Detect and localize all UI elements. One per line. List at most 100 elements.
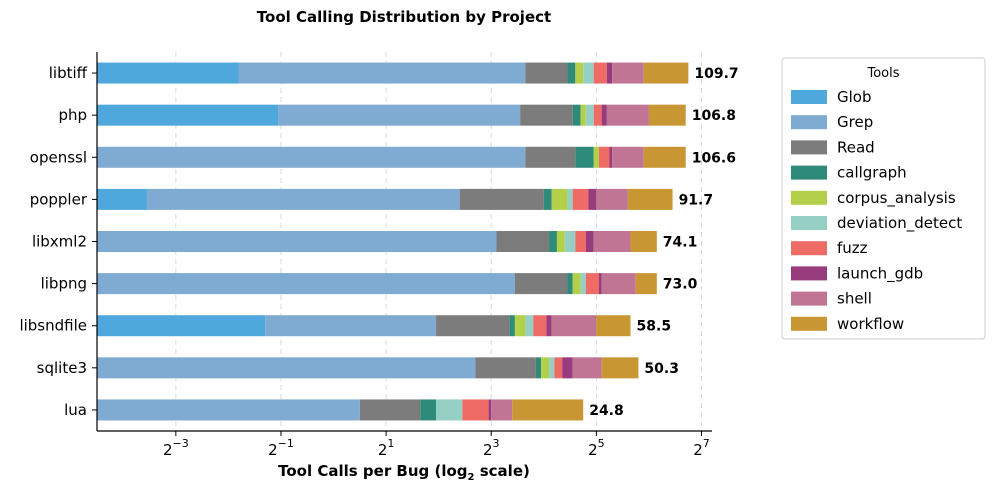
bar-segment-openssl-launch_gdb [609, 146, 613, 168]
legend-label: deviation_detect [837, 214, 962, 233]
bar-segment-libsndfile-Glob [97, 315, 266, 337]
legend-swatch [791, 266, 827, 281]
x-tick-label: 2−3 [163, 437, 189, 459]
legend-swatch [791, 165, 827, 180]
bar-segment-libxml2-workflow [630, 231, 657, 252]
bar-segment-libsndfile-deviation_detect [525, 315, 534, 337]
legend-frame [781, 57, 986, 340]
total-label-poppler: 91.7 [679, 192, 714, 208]
legend-item-callgraph: callgraph [791, 164, 907, 182]
bar-segment-libsndfile-Grep [265, 315, 437, 337]
y-tick-label-lua: lua [64, 401, 87, 419]
bar-segment-libsndfile-shell [551, 315, 597, 337]
legend-swatch [791, 291, 827, 306]
legend-label: workflow [837, 315, 904, 333]
bar-stack-libtiff [97, 62, 689, 84]
legend-item-launch_gdb: launch_gdb [791, 264, 923, 283]
bar-segment-libtiff-Glob [97, 62, 239, 84]
bar-segment-php-Read [520, 104, 573, 126]
bar-segment-libtiff-shell [612, 62, 644, 84]
bar-segment-libsndfile-Read [436, 315, 510, 337]
bar-stack-poppler [97, 188, 673, 210]
bar-segment-lua-fuzz [462, 399, 489, 421]
bar-segment-libpng-workflow [635, 273, 657, 295]
total-label-libpng: 73.0 [663, 277, 698, 293]
y-tick-label-libsndfile: libsndfile [19, 317, 87, 335]
bar-segment-poppler-workflow [627, 188, 673, 210]
total-label-libsndfile: 58.5 [637, 319, 672, 335]
bar-segment-libxml2-launch_gdb [585, 231, 594, 252]
bar-segment-libtiff-corpus_analysis [575, 62, 584, 84]
bar-segment-lua-workflow [512, 399, 584, 421]
bar-segment-lua-Read [359, 399, 421, 421]
bar-stack-php [97, 104, 686, 126]
legend-label: Grep [837, 113, 873, 131]
bar-segment-poppler-fuzz [572, 188, 589, 210]
bar-segment-php-launch_gdb [601, 104, 607, 126]
bar-segment-libtiff-callgraph [567, 62, 576, 84]
bar-segment-poppler-launch_gdb [588, 188, 597, 210]
legend-label: fuzz [837, 239, 868, 257]
bar-segment-php-fuzz [593, 104, 602, 126]
x-tick-label: 25 [588, 437, 605, 459]
legend-item-shell: shell [791, 290, 872, 308]
bar-segment-poppler-corpus_analysis [551, 188, 568, 210]
legend-label: Read [837, 138, 875, 156]
legend-item-Grep: Grep [791, 113, 873, 131]
bar-stack-sqlite3 [97, 357, 639, 379]
y-tick-labels: libtiff php openssl poppler libxml2 libpng lib… [19, 64, 97, 419]
bar-segment-libtiff-Read [525, 62, 568, 84]
legend-label: shell [837, 290, 872, 308]
bar-segment-libtiff-fuzz [593, 62, 607, 84]
bar-segment-sqlite3-shell [572, 357, 602, 379]
legend-label: corpus_analysis [837, 189, 956, 208]
bar-segment-openssl-Read [525, 146, 576, 168]
y-tick-label-sqlite3: sqlite3 [37, 359, 87, 377]
bar-segment-openssl-workflow [643, 146, 686, 168]
bar-segment-libxml2-deviation_detect [564, 231, 576, 252]
legend-item-Glob: Glob [791, 88, 872, 106]
legend-label: Glob [837, 88, 872, 106]
bar-segment-lua-callgraph [420, 399, 437, 421]
total-labels: 109.7 106.8 106.6 91.7 74.1 73.0 58.5 50.3 24.8 [589, 66, 738, 419]
bar-segment-libpng-Read [514, 273, 568, 295]
bars [97, 62, 689, 421]
y-tick-label-libpng: libpng [41, 275, 87, 293]
x-axis-label: Tool Calls per Bug (log2 scale) [278, 462, 530, 483]
bar-segment-poppler-Glob [97, 188, 147, 210]
bar-segment-libtiff-deviation_detect [583, 62, 594, 84]
bar-segment-php-shell [606, 104, 649, 126]
bar-segment-lua-Grep [97, 399, 360, 421]
bar-segment-libpng-callgraph [567, 273, 573, 295]
bar-segment-openssl-shell [612, 146, 644, 168]
bar-segment-php-callgraph [572, 104, 581, 126]
bar-segment-sqlite3-Read [475, 357, 536, 379]
bar-segment-sqlite3-Grep [97, 357, 476, 379]
legend-swatch [791, 190, 827, 205]
total-label-libxml2: 74.1 [663, 235, 698, 251]
y-tick-label-libxml2: libxml2 [32, 233, 87, 251]
bar-segment-libpng-deviation_detect [580, 273, 586, 295]
bar-segment-libsndfile-callgraph [509, 315, 515, 337]
bar-segment-sqlite3-callgraph [535, 357, 542, 379]
bar-stack-libpng [97, 273, 657, 295]
bar-segment-libtiff-launch_gdb [606, 62, 613, 84]
bar-segment-openssl-Grep [97, 146, 526, 168]
x-tick-label: 21 [378, 437, 395, 459]
bar-segment-poppler-Grep [146, 188, 460, 210]
legend-swatch [791, 140, 827, 155]
legend-label: launch_gdb [837, 264, 923, 283]
x-tick-label: 27 [693, 437, 710, 459]
bar-stack-libsndfile [97, 315, 631, 337]
total-label-php: 106.8 [692, 108, 736, 124]
legend-swatch [791, 90, 827, 104]
bar-segment-poppler-shell [596, 188, 628, 210]
bar-segment-php-workflow [648, 104, 686, 126]
bar-segment-libxml2-Grep [97, 231, 497, 252]
bar-segment-lua-launch_gdb [488, 399, 492, 421]
bar-segment-libpng-shell [601, 273, 636, 295]
legend-item-corpus_analysis: corpus_analysis [791, 189, 956, 208]
bar-segment-sqlite3-corpus_analysis [541, 357, 550, 379]
legend: Tools Glob Grep Read callgraph corpus_analys… [781, 57, 986, 340]
